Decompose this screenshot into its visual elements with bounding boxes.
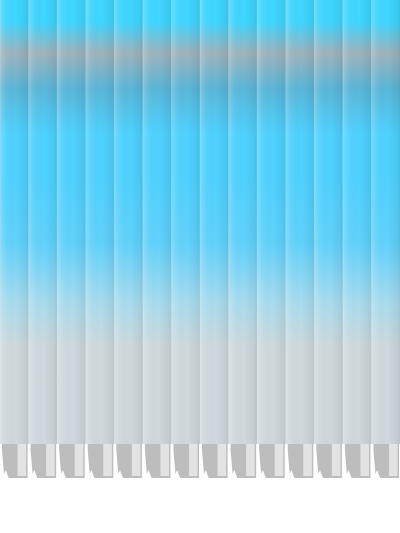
- blind-slat-hem-highlight: [331, 444, 341, 476]
- blind-slat: [0, 0, 29, 444]
- blind-slat: [342, 0, 372, 444]
- blind-slat: [85, 0, 115, 444]
- blind-hems: [2, 444, 399, 478]
- blind-slat-hem-highlight: [74, 444, 84, 476]
- blind-slat-hem-highlight: [189, 444, 198, 476]
- blind-slat-hem-highlight: [246, 444, 255, 476]
- blind-slat-hem-highlight: [46, 444, 55, 476]
- blind-slat-hem-highlight: [389, 444, 398, 476]
- blind-slat-hem-highlight: [160, 444, 169, 476]
- blind-slat: [57, 0, 86, 444]
- blind-slat: [314, 0, 343, 444]
- blind-slat: [285, 0, 315, 444]
- blind-slat-hem-highlight: [131, 444, 141, 476]
- blind-slat: [200, 0, 229, 444]
- blind-slat-hem-highlight: [103, 444, 112, 476]
- blind-slat: [142, 0, 172, 444]
- blind-slat: [257, 0, 286, 444]
- blind-slat-hem-highlight: [360, 444, 369, 476]
- blind-slat: [114, 0, 143, 444]
- blind-slat: [171, 0, 200, 444]
- blind-slat: [228, 0, 258, 444]
- blind-slat-hem-highlight: [217, 444, 227, 476]
- blind-slats: [0, 0, 400, 444]
- blind-slat: [28, 0, 58, 444]
- blind-slat: [371, 0, 400, 444]
- blind-slat-hem-highlight: [303, 444, 312, 476]
- blind-slat-hem-highlight: [17, 444, 27, 476]
- blind-slat-hem-highlight: [274, 444, 284, 476]
